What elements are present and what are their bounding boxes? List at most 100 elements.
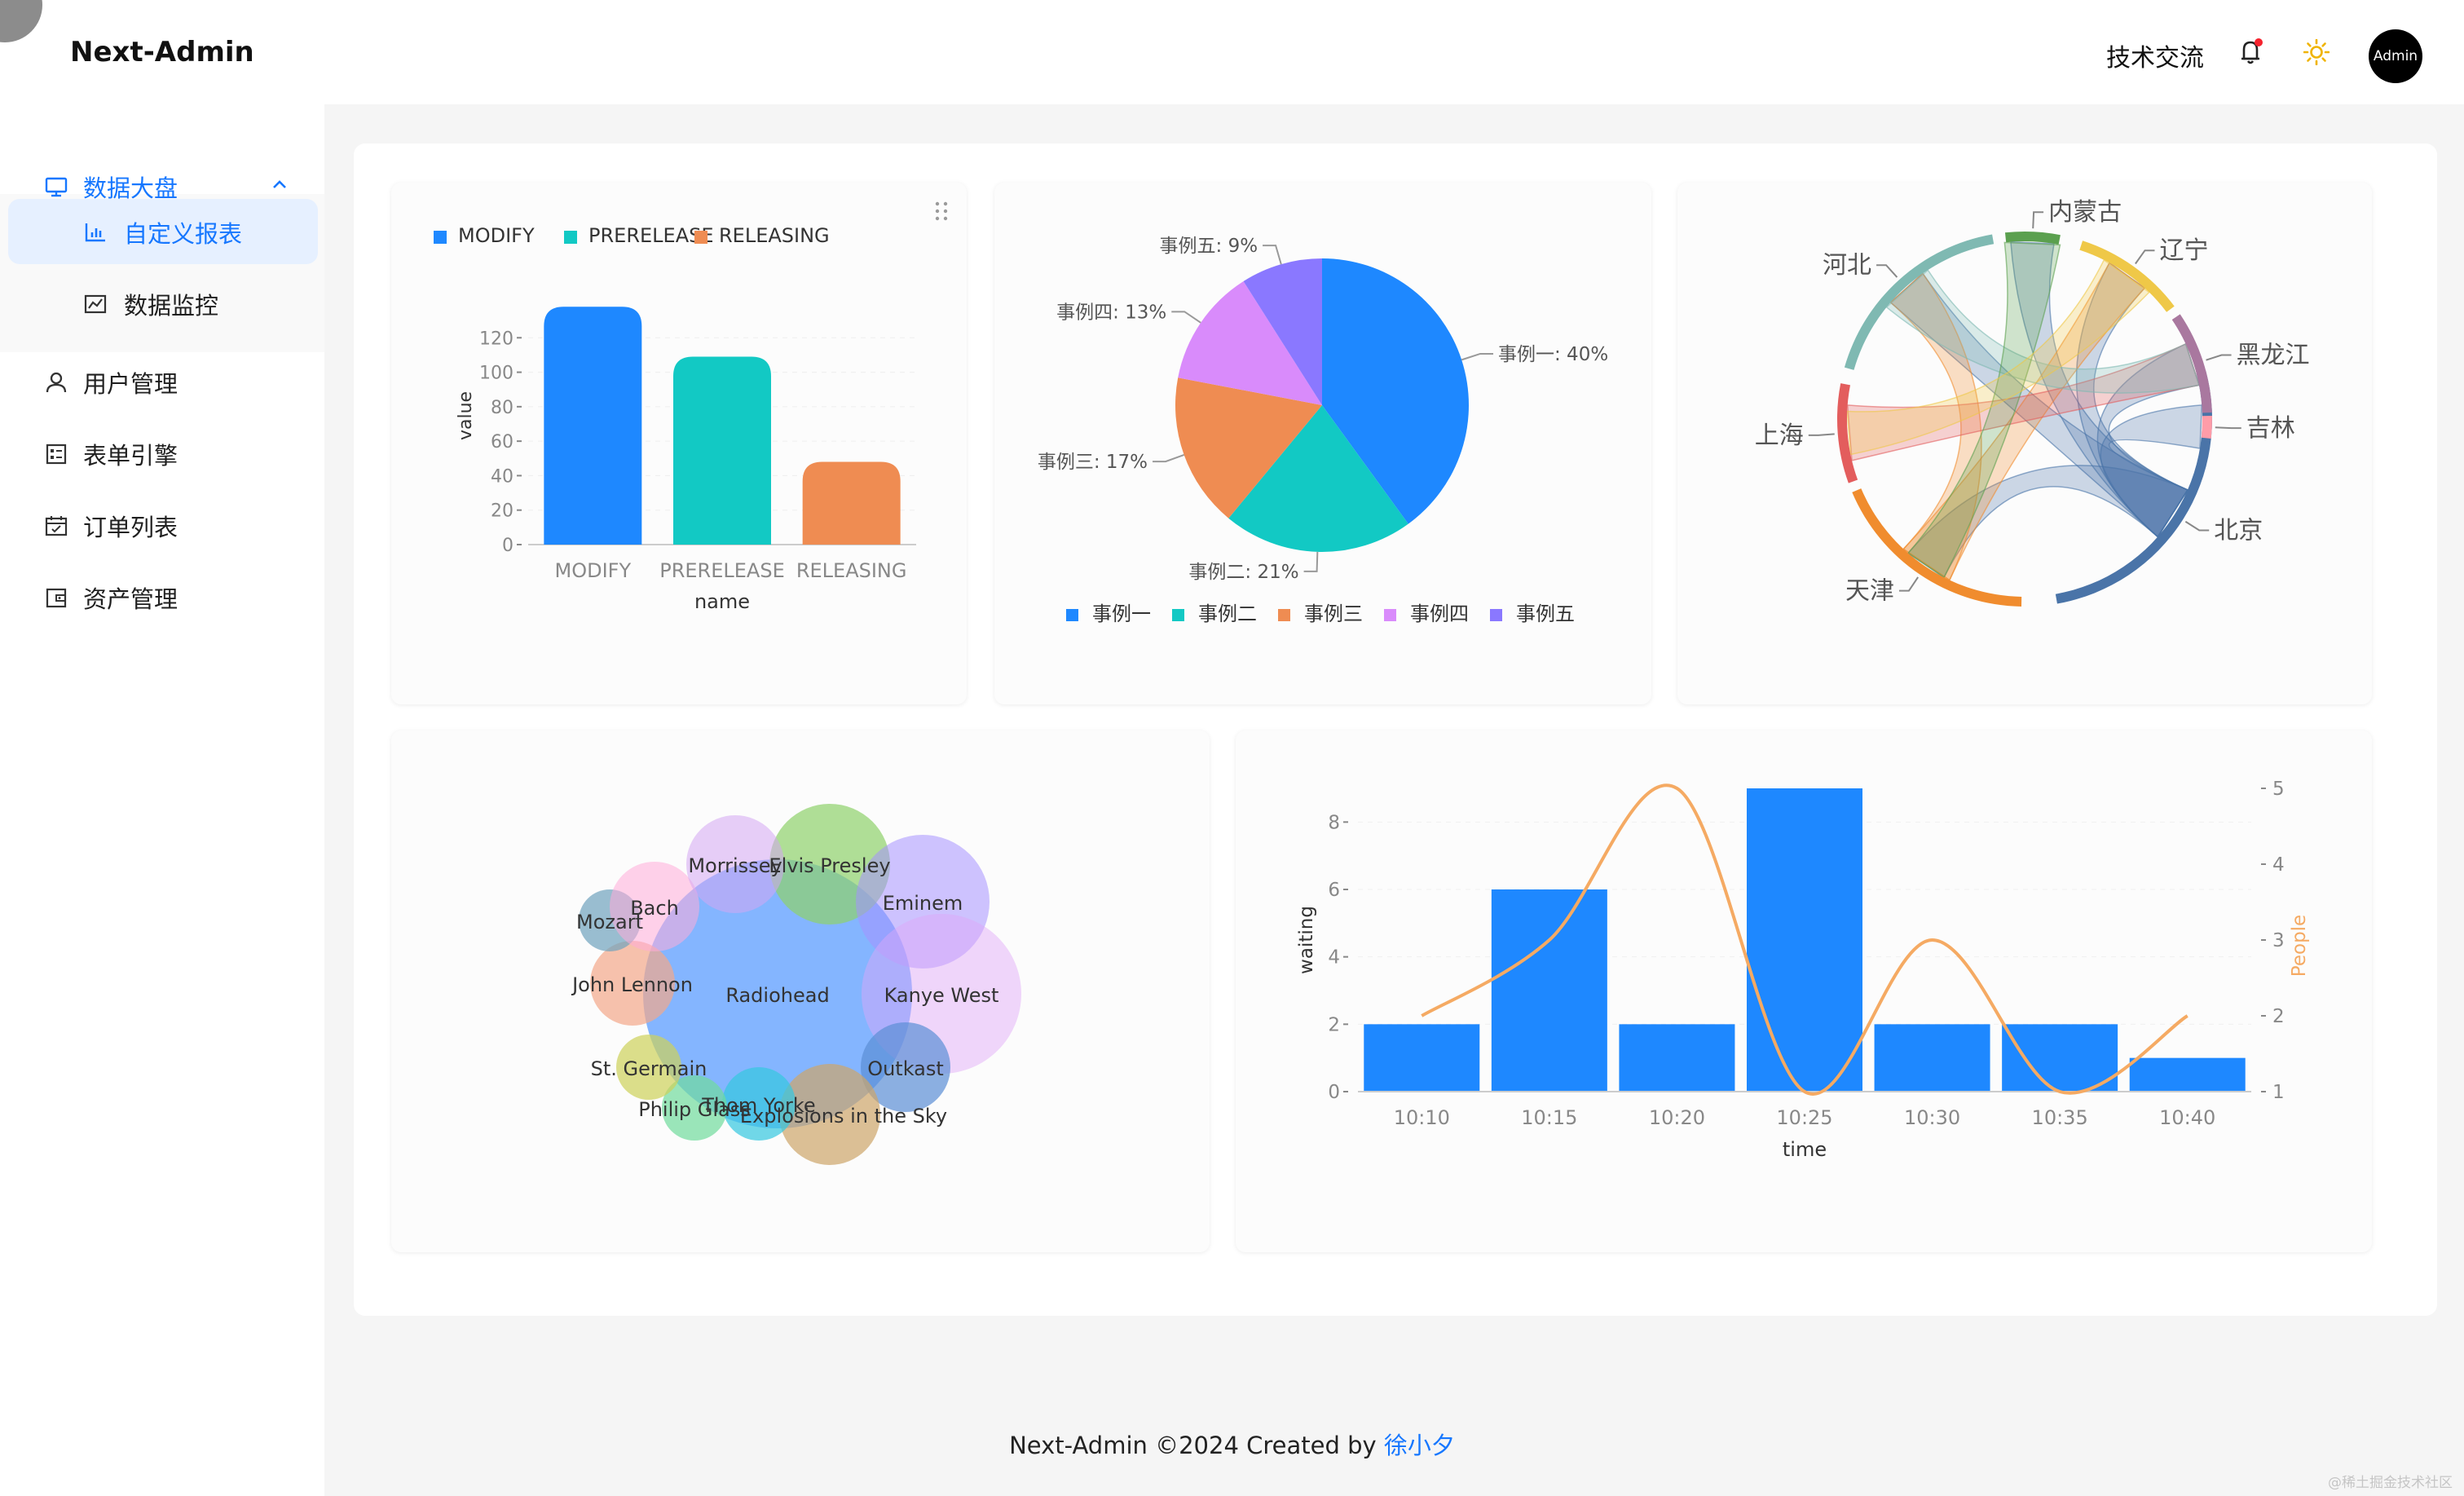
- pie-slice: [1175, 377, 1322, 519]
- legend-swatch: [694, 231, 707, 244]
- slice-label: 事例二: 21%: [1188, 562, 1298, 583]
- y-tick-label: 8: [1328, 812, 1340, 833]
- legend-label: RELEASING: [719, 224, 830, 247]
- y-tick-label: 100: [479, 364, 514, 384]
- node-label: 黑龙江: [2237, 342, 2310, 370]
- sidebar-item-assets[interactable]: 资产管理: [0, 564, 324, 629]
- leader-line: [2032, 211, 2044, 229]
- leader-line: [1898, 576, 1919, 592]
- chord-node-arc: [2079, 241, 2175, 312]
- y-tick-label: 2: [1328, 1014, 1340, 1035]
- chord-node-arc: [2004, 232, 2061, 245]
- bar: [1619, 1024, 1735, 1092]
- bubble: [686, 815, 784, 913]
- x-axis-label: time: [1783, 1138, 1827, 1161]
- y2-tick-label: 1: [2272, 1082, 2285, 1103]
- legend-swatch: [1490, 609, 1502, 621]
- chord-node-arc: [1852, 488, 2022, 607]
- chord-ribbon: [1906, 241, 2061, 579]
- y-tick-label: 4: [1328, 947, 1340, 969]
- bubble: [861, 1022, 950, 1112]
- avatar[interactable]: Admin: [2369, 29, 2422, 83]
- x-tick-label: MODIFY: [555, 559, 632, 582]
- waiting-people-chart: 0 2 4 6 8 1 2 3 4 5 waiting People 10:10 10:15 10:20 10…: [1296, 779, 2310, 1161]
- bubble-label: Outkast: [867, 1057, 944, 1080]
- bubble-label: Elvis Presley: [769, 854, 890, 877]
- bubble: [722, 1067, 796, 1141]
- sun-icon[interactable]: [2303, 38, 2330, 68]
- x-tick-label: 10:10: [1394, 1106, 1450, 1129]
- y-axis-label: waiting: [1296, 906, 1317, 974]
- sidebar-item-label: 数据监控: [124, 292, 219, 320]
- sidebar-item-form-engine[interactable]: 表单引擎: [0, 421, 324, 486]
- leader-line: [1171, 311, 1201, 324]
- app-logo[interactable]: Next-Admin: [70, 36, 254, 68]
- bubble-label: Bach: [630, 897, 679, 920]
- y-axis-label: value: [456, 391, 476, 440]
- case-pie-chart: 事例一: 40% 事例二: 21% 事例三: 17% 事例四: 13% 事例五: 9% 事…: [1038, 236, 1608, 625]
- tech-exchange-link[interactable]: 技术交流: [2106, 44, 2204, 73]
- slice-label: 事例五: 9%: [1160, 236, 1258, 257]
- chord-node-arc: [1837, 383, 1858, 483]
- chevron-up-icon[interactable]: [269, 174, 290, 199]
- bubble: [779, 1064, 880, 1165]
- bubble-label: Morrissey: [688, 854, 782, 877]
- sidebar-item-label: 表单引擎: [83, 442, 179, 470]
- leader-line: [2206, 354, 2232, 361]
- legend-swatch: [1066, 609, 1078, 621]
- bubble-label: Kanye West: [884, 984, 999, 1007]
- y2-axis-label: People: [2289, 915, 2310, 977]
- sidebar-item-label: 订单列表: [83, 514, 179, 541]
- x-tick-label: 10:20: [1649, 1106, 1705, 1129]
- x-tick-label: 10:30: [1904, 1106, 1960, 1129]
- x-tick-label: 10:35: [2032, 1106, 2088, 1129]
- form-icon: [44, 442, 68, 466]
- node-label: 天津: [1845, 577, 1894, 606]
- y-tick-label: 0: [502, 536, 514, 556]
- bubble: [643, 859, 912, 1128]
- bell-icon[interactable]: [2237, 38, 2265, 70]
- monitor-icon: [44, 174, 68, 199]
- y-tick-label: 0: [1328, 1082, 1340, 1103]
- leader-line: [2184, 520, 2210, 532]
- sidebar-item-dashboard[interactable]: 数据大盘: [0, 153, 324, 218]
- drag-handle-icon[interactable]: [934, 201, 949, 225]
- x-tick-label: 10:15: [1521, 1106, 1577, 1129]
- bubble: [590, 941, 675, 1026]
- y2-tick-label: 4: [2272, 854, 2285, 876]
- pie-slice: [1228, 405, 1408, 552]
- sidebar-item-custom-report[interactable]: 自定义报表: [8, 199, 318, 264]
- legend-swatch: [564, 231, 577, 244]
- user-icon: [44, 370, 68, 395]
- slice-label: 事例一: 40%: [1498, 344, 1608, 365]
- sidebar-item-label: 自定义报表: [124, 220, 243, 248]
- node-label: 河北: [1823, 251, 1871, 280]
- bar: [673, 356, 771, 545]
- bubble-label: Mozart: [576, 911, 643, 933]
- bar: [1874, 1024, 1990, 1092]
- sidebar-item-label: 数据大盘: [83, 174, 179, 202]
- y-tick-label: 60: [491, 432, 514, 452]
- node-label: 内蒙古: [2048, 198, 2122, 227]
- sidebar-item-orders[interactable]: 订单列表: [0, 492, 324, 558]
- author-link[interactable]: 徐小夕: [1383, 1432, 1455, 1459]
- legend-swatch: [434, 231, 447, 244]
- legend-label: 事例五: [1516, 602, 1575, 625]
- node-label: 吉林: [2246, 414, 2295, 443]
- bar: [1491, 889, 1607, 1092]
- bar: [2002, 1024, 2118, 1092]
- y-tick-label: 40: [491, 466, 514, 487]
- chord-chart-panel: 北京 天津 上海 河北 内蒙古 辽宁 黑龙江 吉林: [1677, 183, 2372, 704]
- bubble-chart-panel: Radiohead Elvis Presley Eminem Kanye West Ou…: [391, 730, 1210, 1252]
- sidebar: 数据大盘 自定义报表 数据监控 用户管理 表单引擎 订单列表: [0, 104, 324, 1496]
- leader-line: [1303, 551, 1319, 572]
- sidebar-item-users[interactable]: 用户管理: [0, 349, 324, 414]
- sidebar-item-data-monitor[interactable]: 数据监控: [0, 271, 324, 336]
- y2-tick-label: 3: [2272, 930, 2285, 951]
- pie-slice: [1243, 258, 1322, 405]
- chord-node-arc: [2171, 314, 2212, 413]
- x-tick-label: 10:25: [1776, 1106, 1832, 1129]
- y2-tick-label: 5: [2272, 779, 2285, 800]
- artist-bubble-chart: Radiohead Elvis Presley Eminem Kanye West Ou…: [571, 804, 1021, 1165]
- bar: [1364, 1024, 1480, 1092]
